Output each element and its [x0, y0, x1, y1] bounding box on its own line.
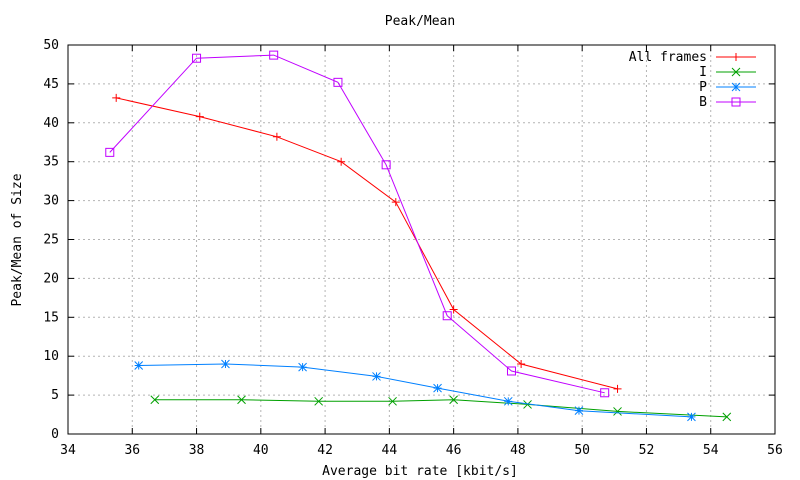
data-point — [134, 361, 144, 370]
data-point — [442, 311, 452, 321]
x-tick-label: 36 — [124, 443, 140, 458]
series-i — [150, 395, 732, 422]
y-tick-label: 30 — [43, 194, 59, 209]
series-all-frames — [112, 93, 622, 393]
y-tick-label: 0 — [51, 427, 59, 442]
data-point — [150, 395, 160, 405]
data-point — [388, 396, 397, 406]
data-point — [269, 50, 279, 60]
legend-marker — [731, 82, 741, 92]
y-tick-label: 35 — [43, 155, 59, 170]
data-point — [613, 384, 622, 393]
data-point — [298, 362, 307, 372]
data-point — [687, 412, 696, 422]
data-point — [613, 407, 622, 416]
y-tick-label: 40 — [43, 116, 59, 131]
x-axis-label: Average bit rate [kbit/s] — [322, 464, 518, 479]
chart-title: Peak/Mean — [385, 14, 455, 29]
legend-label: All frames — [629, 50, 707, 65]
plot-border — [67, 44, 776, 435]
x-tick-label: 56 — [767, 443, 783, 458]
x-tick-label: 42 — [317, 443, 333, 458]
data-point — [337, 157, 346, 166]
series-line — [138, 363, 692, 418]
legend-marker — [731, 97, 741, 107]
data-point — [503, 396, 513, 406]
data-point — [195, 112, 204, 121]
y-axis-label: Peak/Mean of Size — [10, 173, 25, 306]
x-tick-label: 48 — [510, 443, 526, 458]
series-b — [105, 50, 610, 398]
data-point — [517, 359, 526, 368]
legend-label: P — [699, 80, 707, 95]
data-point — [449, 395, 458, 405]
series-line — [116, 97, 618, 390]
axis-layer: 34 36 38 40 42 44 46 48 50 52 54 56 0 5 10 15 20 25 30 35 40… — [43, 38, 782, 458]
data-point — [722, 412, 732, 422]
data-point — [433, 383, 442, 393]
y-tick-label: 50 — [43, 38, 59, 53]
legend-marker — [732, 53, 740, 61]
data-point — [506, 366, 516, 376]
data-point — [192, 53, 202, 63]
y-tick-label: 20 — [43, 271, 59, 286]
series-line — [109, 54, 605, 394]
data-point — [600, 388, 610, 398]
x-tick-label: 40 — [253, 443, 269, 458]
x-tick-label: 46 — [446, 443, 462, 458]
data-point — [272, 132, 281, 141]
y-tick-label: 45 — [43, 77, 59, 92]
y-tick-label: 25 — [43, 233, 59, 248]
y-tick-label: 5 — [51, 388, 59, 403]
data-point — [314, 396, 324, 406]
x-tick-label: 44 — [382, 443, 398, 458]
data-point — [449, 305, 458, 314]
data-point — [372, 372, 381, 381]
legend-label: I — [699, 65, 707, 80]
y-tick-label: 10 — [43, 349, 59, 364]
data-point — [105, 147, 115, 157]
legend-label: B — [699, 95, 707, 110]
x-tick-label: 50 — [574, 443, 590, 458]
series-line — [154, 399, 727, 418]
data-point — [381, 160, 391, 170]
data-point — [237, 395, 246, 405]
data-point — [112, 93, 121, 102]
series-p — [134, 359, 696, 422]
data-point — [574, 406, 584, 416]
data-point — [523, 400, 532, 409]
x-tick-label: 52 — [639, 443, 655, 458]
legend-marker — [731, 67, 741, 77]
data-point — [221, 359, 230, 369]
series-layer — [105, 50, 732, 422]
data-point — [333, 77, 343, 87]
x-tick-label: 34 — [60, 443, 76, 458]
x-tick-label: 38 — [189, 443, 205, 458]
data-point — [391, 198, 400, 207]
x-tick-label: 54 — [703, 443, 719, 458]
y-tick-label: 15 — [43, 310, 59, 325]
